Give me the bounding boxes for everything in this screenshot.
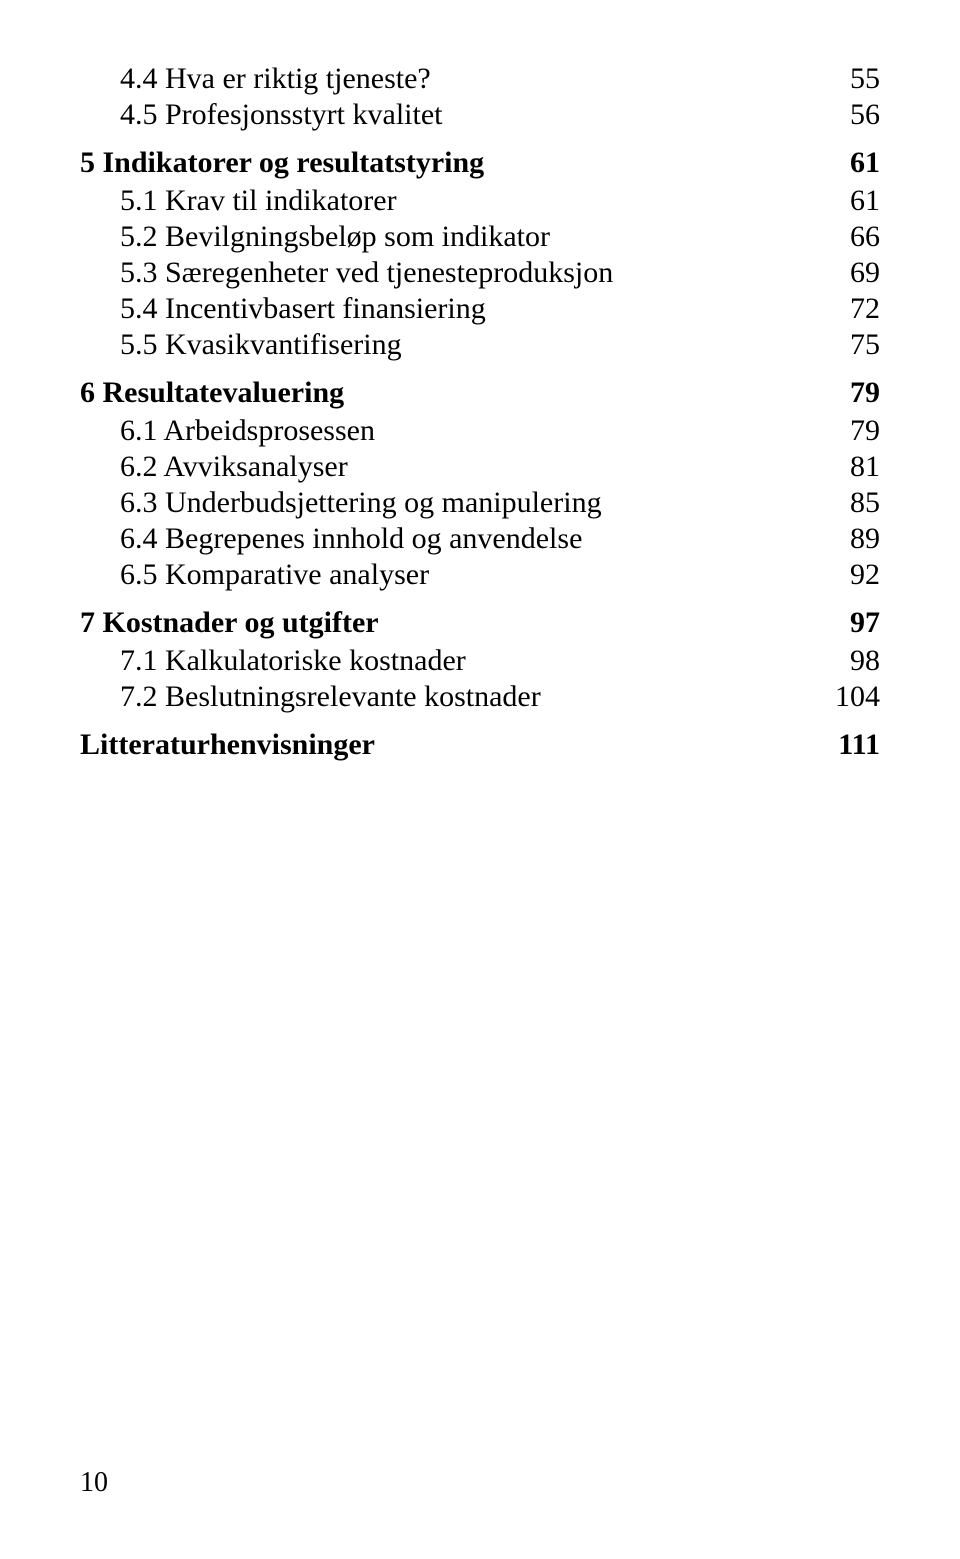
toc-entry-label: 5.1 Krav til indikatorer [120,184,397,218]
toc-entry-label: 6.3 Underbudsjettering og manipulering [120,486,602,520]
toc-entry: 7.2 Beslutningsrelevante kostnader 104 [80,680,880,714]
toc-entry: 6.3 Underbudsjettering og manipulering 85 [80,486,880,520]
toc-entry-page: 79 [850,376,880,410]
toc-entry: 6.2 Avviksanalyser 81 [80,450,880,484]
toc-entry-page: 92 [850,558,880,592]
toc-entry: 6.4 Begrepenes innhold og anvendelse 89 [80,522,880,556]
toc-entry-label: 6.5 Komparative analyser [120,558,429,592]
toc-entry: 7 Kostnader og utgifter 97 [80,606,880,640]
toc-entry: 4.4 Hva er riktig tjeneste? 55 [80,62,880,96]
table-of-contents: 4.4 Hva er riktig tjeneste?554.5 Profesj… [80,62,880,762]
toc-entry-label: 5.2 Bevilgningsbeløp som indikator [120,220,550,254]
toc-entry: 5 Indikatorer og resultatstyring 61 [80,146,880,180]
toc-entry-label: 6.1 Arbeidsprosessen [120,414,375,448]
toc-entry-page: 111 [838,728,880,762]
toc-entry-page: 89 [850,522,880,556]
toc-entry: 5.3 Særegenheter ved tjenesteproduksjon 6… [80,256,880,290]
toc-entry-page: 69 [850,256,880,290]
toc-entry: 4.5 Profesjonsstyrt kvalitet 56 [80,98,880,132]
toc-entry-page: 104 [835,680,880,714]
toc-entry-page: 98 [850,644,880,678]
toc-entry: 6.5 Komparative analyser 92 [80,558,880,592]
toc-entry: 5.4 Incentivbasert finansiering 72 [80,292,880,326]
toc-entry-label: 5.5 Kvasikvantifisering [120,328,402,362]
toc-entry-page: 81 [850,450,880,484]
toc-entry-page: 79 [850,414,880,448]
toc-entry-page: 55 [850,62,880,96]
toc-entry-label: 6.4 Begrepenes innhold og anvendelse [120,522,582,556]
page-number: 10 [80,1467,108,1499]
toc-entry-page: 56 [850,98,880,132]
toc-entry-label: 4.5 Profesjonsstyrt kvalitet [120,98,442,132]
toc-entry-page: 85 [850,486,880,520]
toc-entry-label: 5.3 Særegenheter ved tjenesteproduksjon [120,256,613,290]
toc-entry: 7.1 Kalkulatoriske kostnader 98 [80,644,880,678]
toc-entry-label: 7.2 Beslutningsrelevante kostnader [120,680,541,714]
toc-entry-label: 5 Indikatorer og resultatstyring [80,146,484,180]
toc-entry-page: 97 [850,606,880,640]
toc-entry: Litteraturhenvisninger 111 [80,728,880,762]
toc-entry-label: 7.1 Kalkulatoriske kostnader [120,644,466,678]
toc-entry: 6.1 Arbeidsprosessen 79 [80,414,880,448]
toc-entry: 5.5 Kvasikvantifisering 75 [80,328,880,362]
toc-entry-label: 4.4 Hva er riktig tjeneste? [120,62,431,96]
toc-entry-page: 61 [850,184,880,218]
toc-entry-page: 72 [850,292,880,326]
toc-entry: 5.2 Bevilgningsbeløp som indikator 66 [80,220,880,254]
toc-entry-page: 66 [850,220,880,254]
toc-entry-page: 61 [850,146,880,180]
toc-entry-label: 6.2 Avviksanalyser [120,450,348,484]
toc-entry-label: 7 Kostnader og utgifter [80,606,379,640]
toc-entry-label: 5.4 Incentivbasert finansiering [120,292,486,326]
toc-entry-page: 75 [850,328,880,362]
toc-entry-label: 6 Resultatevaluering [80,376,344,410]
toc-entry: 6 Resultatevaluering 79 [80,376,880,410]
toc-entry: 5.1 Krav til indikatorer 61 [80,184,880,218]
toc-entry-label: Litteraturhenvisninger [80,728,375,762]
